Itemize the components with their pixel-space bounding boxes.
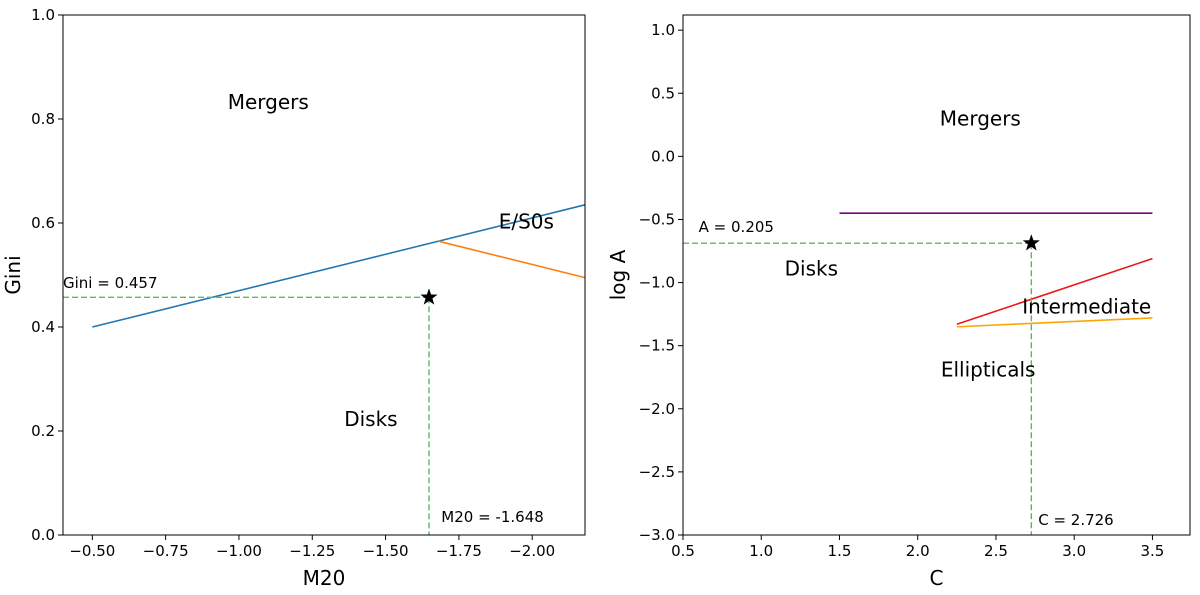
y-tick-label: −1.0 bbox=[639, 274, 675, 292]
y-tick-label: −0.5 bbox=[639, 210, 675, 228]
boundary-line-0 bbox=[92, 204, 586, 328]
boundary-line-2 bbox=[956, 317, 1153, 328]
y-tick-label: 0.4 bbox=[31, 318, 55, 336]
gini-m20-plot: Mergers Disks E/S0s Gini = 0.457 M20 = -1.64… bbox=[1, 6, 586, 590]
y-axis-label: Gini bbox=[1, 255, 25, 294]
data-point-star bbox=[420, 288, 438, 305]
x-tick-label: 1.0 bbox=[749, 542, 773, 560]
value-annotation: C = 2.726 bbox=[1038, 511, 1114, 529]
x-tick-label: −0.50 bbox=[69, 542, 115, 560]
region-label: Mergers bbox=[940, 106, 1021, 130]
data-point-star bbox=[1022, 234, 1040, 251]
region-label: E/S0s bbox=[499, 210, 554, 234]
y-tick-label: 1.0 bbox=[651, 21, 675, 39]
y-tick-label: 0.6 bbox=[31, 214, 55, 232]
x-tick-label: 0.5 bbox=[671, 542, 695, 560]
x-tick-label: −1.75 bbox=[436, 542, 482, 560]
y-tick-label: −1.5 bbox=[639, 337, 675, 355]
y-tick-label: 0.0 bbox=[651, 147, 675, 165]
region-label: Intermediate bbox=[1022, 294, 1151, 318]
x-tick-label: 3.0 bbox=[1062, 542, 1086, 560]
c-loga-plot: Mergers Disks Intermediate Ellipticals A = 0… bbox=[606, 14, 1191, 590]
y-tick-label: −3.0 bbox=[639, 526, 675, 544]
y-tick-label: 0.5 bbox=[651, 84, 675, 102]
x-tick-label: −1.00 bbox=[216, 542, 262, 560]
x-tick-label: −1.50 bbox=[363, 542, 409, 560]
y-tick-label: 1.0 bbox=[31, 6, 55, 24]
y-tick-label: −2.5 bbox=[639, 463, 675, 481]
x-axis-label: C bbox=[930, 566, 944, 590]
x-tick-label: −2.00 bbox=[509, 542, 555, 560]
y-tick-label: 0.8 bbox=[31, 110, 55, 128]
region-label: Disks bbox=[785, 256, 838, 280]
region-label: Mergers bbox=[228, 90, 309, 114]
value-annotation: Gini = 0.457 bbox=[63, 274, 158, 292]
region-label: Ellipticals bbox=[941, 357, 1036, 381]
x-tick-label: 1.5 bbox=[828, 542, 852, 560]
value-annotation: A = 0.205 bbox=[699, 218, 774, 236]
x-axis-label: M20 bbox=[303, 566, 346, 590]
x-tick-label: 3.5 bbox=[1141, 542, 1165, 560]
x-tick-label: 2.0 bbox=[906, 542, 930, 560]
x-tick-label: −0.75 bbox=[143, 542, 189, 560]
y-tick-label: 0.0 bbox=[31, 526, 55, 544]
x-tick-label: −1.25 bbox=[289, 542, 335, 560]
boundary-line-1 bbox=[956, 257, 1153, 325]
y-tick-label: 0.2 bbox=[31, 422, 55, 440]
y-tick-label: −2.0 bbox=[639, 400, 675, 418]
value-annotation: M20 = -1.648 bbox=[441, 508, 543, 526]
boundary-line-1 bbox=[438, 240, 586, 279]
plot-frame bbox=[682, 14, 1191, 536]
region-label: Disks bbox=[344, 407, 397, 431]
plot-frame bbox=[62, 14, 586, 536]
y-axis-label: log A bbox=[606, 249, 630, 300]
x-tick-label: 2.5 bbox=[984, 542, 1008, 560]
